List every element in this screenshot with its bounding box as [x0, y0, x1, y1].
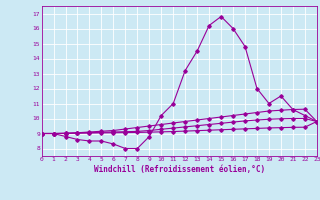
- X-axis label: Windchill (Refroidissement éolien,°C): Windchill (Refroidissement éolien,°C): [94, 165, 265, 174]
